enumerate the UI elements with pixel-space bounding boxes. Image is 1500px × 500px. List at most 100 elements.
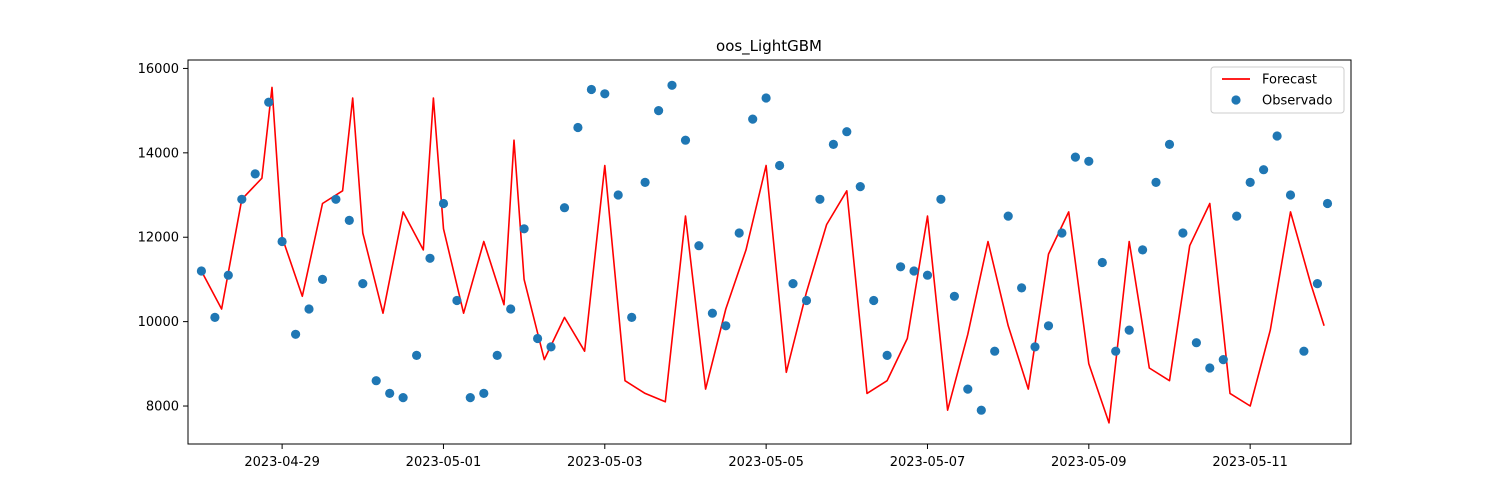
x-tick-label: 2023-04-29	[244, 455, 320, 470]
observed-point	[1322, 198, 1333, 209]
legend: Forecast Observado	[1210, 66, 1345, 114]
observed-point	[465, 393, 475, 403]
observed-point	[1272, 131, 1282, 141]
observed-point	[264, 97, 274, 107]
observed-point	[761, 93, 771, 103]
x-tick-label: 2023-05-11	[1212, 455, 1288, 470]
observed-point	[452, 295, 462, 306]
observed-point	[936, 194, 946, 204]
observed-point	[627, 312, 637, 322]
observed-point	[1003, 211, 1013, 221]
legend-label: Observado	[1262, 94, 1333, 109]
forecast-line	[200, 86, 1325, 424]
observed-point	[425, 253, 435, 263]
observed-point	[196, 266, 206, 276]
observed-point	[1111, 346, 1121, 356]
legend-label: Forecast	[1262, 73, 1317, 88]
observed-point	[573, 122, 583, 133]
x-tick-label: 2023-05-01	[406, 455, 482, 470]
observed-point	[412, 350, 422, 360]
observed-point	[210, 312, 220, 322]
observed-point	[1299, 346, 1309, 356]
observed-point	[371, 376, 381, 386]
observed-point	[1285, 190, 1296, 200]
observed-point	[613, 190, 623, 200]
observed-point	[1164, 139, 1175, 149]
observed-point	[1030, 342, 1040, 352]
observed-point	[788, 279, 798, 289]
x-tick-label: 2023-05-03	[567, 455, 643, 470]
y-tick-label: 8000	[146, 400, 179, 415]
y-tick-label: 16000	[138, 62, 179, 77]
observed-point	[506, 304, 516, 314]
x-tick-label: 2023-05-07	[890, 455, 966, 470]
observed-point	[694, 241, 704, 251]
observed-point	[815, 194, 825, 204]
observed-point	[1138, 245, 1148, 255]
observed-point	[654, 106, 664, 116]
observed-point	[1232, 211, 1242, 221]
observed-point	[1057, 228, 1067, 238]
observed-point	[1070, 152, 1080, 162]
observed-point	[438, 198, 449, 209]
observed-point	[828, 139, 839, 149]
observed-point	[492, 350, 502, 360]
x-tick-label: 2023-05-05	[728, 455, 804, 470]
observed-point	[748, 114, 758, 124]
observed-point	[842, 127, 852, 137]
observed-point	[479, 388, 489, 398]
observed-point	[1245, 177, 1255, 187]
axes-frame	[187, 59, 1352, 445]
observed-point	[963, 384, 973, 394]
observed-point	[317, 274, 328, 284]
observed-point	[1191, 338, 1201, 348]
observed-point	[559, 203, 570, 213]
y-tick-label: 10000	[138, 315, 179, 330]
observed-point	[344, 215, 354, 225]
observed-point	[721, 321, 731, 331]
observed-point	[1124, 325, 1134, 335]
y-tick-label: 14000	[138, 146, 179, 161]
observed-point	[882, 350, 892, 360]
observed-point	[358, 279, 368, 289]
observed-point	[398, 393, 408, 403]
observed-point	[223, 270, 233, 280]
observed-point	[1097, 257, 1107, 268]
observed-point	[869, 295, 879, 306]
axes: 8000 10000 12000 14000 16000 2023-04-29 2023-0…	[138, 59, 1352, 470]
observed-point	[1178, 228, 1188, 238]
observed-point	[385, 388, 395, 398]
observed-point	[250, 169, 260, 179]
observed-point	[801, 295, 812, 306]
observed-point	[775, 160, 785, 171]
observed-point	[707, 308, 718, 318]
observed-point	[237, 194, 247, 204]
observed-point	[1312, 279, 1322, 289]
observed-point	[533, 333, 543, 344]
observed-point	[331, 194, 341, 204]
observed-point	[277, 236, 287, 247]
observed-point	[680, 135, 691, 145]
observed-point	[1218, 355, 1228, 365]
observed-point	[909, 266, 919, 276]
observed-point	[976, 405, 986, 415]
observed-point	[922, 270, 933, 280]
observed-point	[1151, 177, 1161, 187]
observed-point	[1017, 283, 1027, 293]
observed-point	[586, 84, 597, 95]
observed-point	[546, 342, 556, 352]
observed-point	[291, 329, 301, 339]
observed-point	[896, 262, 906, 272]
observed-point	[949, 291, 960, 301]
observed-point	[855, 182, 865, 192]
observed-point	[640, 177, 650, 187]
observed-point	[667, 80, 677, 90]
observed-point	[519, 224, 529, 234]
y-tick-label: 12000	[138, 231, 179, 246]
legend-observed-swatch	[1231, 95, 1241, 105]
chart-title: oos_LightGBM	[716, 37, 822, 56]
observed-point	[1084, 156, 1094, 166]
observed-point	[1205, 363, 1215, 373]
observed-point	[600, 89, 610, 99]
